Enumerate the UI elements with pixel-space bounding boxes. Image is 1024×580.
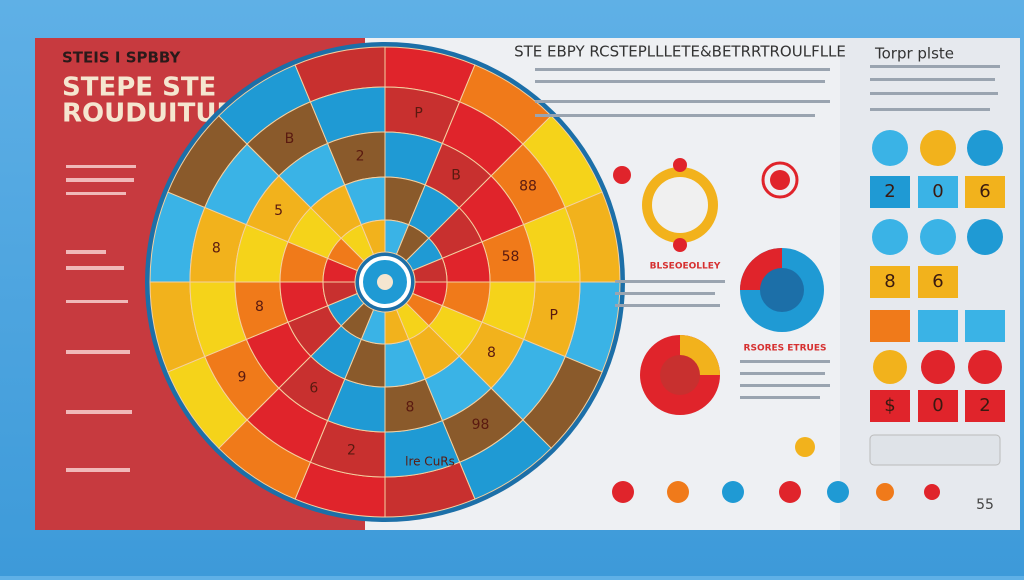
center-title: STE EBPY RCSTEPLLLETE&BETRRTROULFLLE <box>514 43 846 61</box>
wheel-label: 58 <box>502 249 520 265</box>
side-circles <box>869 130 1003 466</box>
tile <box>965 176 1005 208</box>
badge: 55 <box>976 497 994 513</box>
text-lines <box>535 65 1000 399</box>
wheel-label: P <box>549 308 557 324</box>
tile <box>918 390 958 422</box>
tile-label: 6 <box>979 181 990 202</box>
tile <box>870 310 910 342</box>
tile <box>870 390 910 422</box>
tile-label: 0 <box>932 395 943 416</box>
wheel-label: 9 <box>238 370 247 386</box>
caption: BLSEOEOLLEY <box>650 262 721 272</box>
wheel-label: P <box>414 105 422 121</box>
tile <box>918 266 958 298</box>
wheel-label: 8 <box>212 240 221 256</box>
wheel-label: B <box>285 131 295 147</box>
tiles: 2 0 6 8 6 $ 0 2 <box>870 176 1005 422</box>
tile-label: 2 <box>884 181 895 202</box>
tile-label: 2 <box>979 395 990 416</box>
caption: RSORES ETRUES <box>744 344 827 354</box>
wheel-label: 8 <box>255 299 264 315</box>
wheel-label: 8 <box>487 345 496 361</box>
tile <box>870 176 910 208</box>
bottom-icons <box>612 481 940 503</box>
icons <box>613 158 824 457</box>
wheel-hub-center <box>377 274 393 290</box>
tile <box>918 310 958 342</box>
side-lines <box>66 165 136 472</box>
wheel-label: B <box>451 168 461 184</box>
wheel-segment <box>360 219 386 255</box>
kicker: STEIS I SPBBY <box>62 49 182 67</box>
tile <box>965 390 1005 422</box>
tile-label: 6 <box>932 271 943 292</box>
wheel-label: 2 <box>347 443 356 459</box>
tile <box>965 310 1005 342</box>
title: STEPE STE <box>62 73 216 103</box>
tile-label: $ <box>884 395 895 416</box>
wheel-label: 2 <box>356 148 365 164</box>
tile <box>870 266 910 298</box>
wheel-label: 8 <box>406 400 415 416</box>
wheel-label: 88 <box>519 178 537 194</box>
tile-label: 0 <box>932 181 943 202</box>
wheel-label: 5 <box>274 203 283 219</box>
wheel-label: 98 <box>472 417 490 433</box>
wheel-label: 6 <box>309 380 318 396</box>
tile-label: 8 <box>884 271 895 292</box>
side-title: Torpr plste <box>874 45 954 63</box>
tile <box>918 176 958 208</box>
wheel-text: lre CuRs <box>405 455 455 469</box>
